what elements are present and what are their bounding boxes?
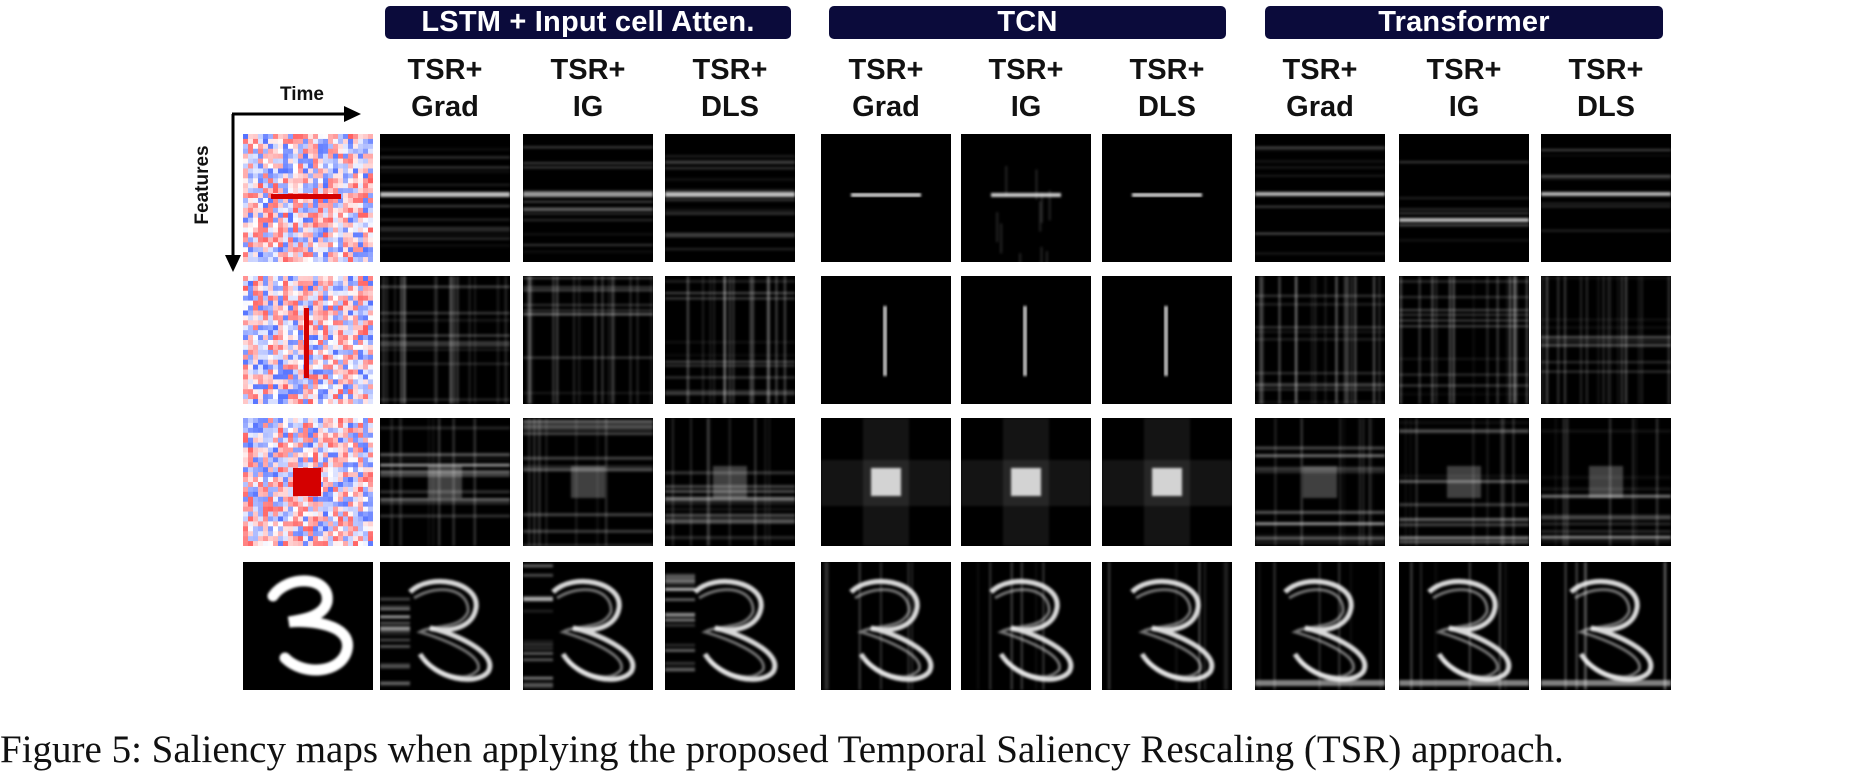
saliency-map — [821, 276, 951, 404]
method-name: IG — [1448, 91, 1480, 123]
method-label-lstm-grad: TSR+ Grad — [380, 52, 510, 126]
method-prefix: TSR+ — [988, 54, 1064, 86]
method-label-tcn-grad: TSR+ Grad — [821, 52, 951, 126]
method-name: DLS — [1577, 91, 1635, 123]
axes-arrows — [225, 106, 361, 272]
method-label-transformer-grad: TSR+ Grad — [1255, 52, 1385, 126]
saliency-map — [1399, 134, 1529, 262]
saliency-map — [961, 418, 1091, 546]
saliency-map — [665, 134, 795, 262]
figure-caption: Figure 5: Saliency maps when applying th… — [0, 728, 1564, 771]
saliency-map — [1541, 418, 1671, 546]
saliency-map — [665, 562, 795, 690]
saliency-map — [665, 418, 795, 546]
method-prefix: TSR+ — [692, 54, 768, 86]
saliency-map — [961, 134, 1091, 262]
saliency-map — [665, 276, 795, 404]
saliency-map — [523, 418, 653, 546]
saliency-map — [961, 562, 1091, 690]
saliency-map — [523, 134, 653, 262]
saliency-map — [1255, 276, 1385, 404]
saliency-map — [1255, 418, 1385, 546]
saliency-map — [1541, 134, 1671, 262]
method-prefix: TSR+ — [550, 54, 626, 86]
saliency-map — [821, 562, 951, 690]
saliency-map — [1255, 134, 1385, 262]
saliency-map — [1399, 276, 1529, 404]
saliency-map — [821, 418, 951, 546]
method-name: DLS — [1138, 91, 1196, 123]
method-prefix: TSR+ — [1568, 54, 1644, 86]
saliency-map — [1541, 562, 1671, 690]
features-arrowhead-icon — [225, 255, 241, 272]
method-name: IG — [1010, 91, 1042, 123]
group-header-lstm: LSTM + Input cell Atten. — [385, 6, 791, 39]
saliency-map — [961, 276, 1091, 404]
group-header-transformer: Transformer — [1265, 6, 1663, 39]
method-label-transformer-ig: TSR+ IG — [1399, 52, 1529, 126]
time-axis-label: Time — [280, 84, 325, 105]
saliency-map — [1102, 562, 1232, 690]
method-name: IG — [572, 91, 604, 123]
saliency-map — [1102, 276, 1232, 404]
method-name: Grad — [852, 91, 920, 123]
saliency-map — [1102, 418, 1232, 546]
time-arrowhead-icon — [344, 106, 361, 122]
saliency-map — [821, 134, 951, 262]
saliency-map — [1102, 134, 1232, 262]
method-prefix: TSR+ — [1426, 54, 1502, 86]
digit-three-icon — [267, 575, 353, 676]
saliency-map — [380, 562, 510, 690]
features-axis-label: Features — [192, 145, 213, 225]
noise-image — [243, 276, 373, 404]
method-label-transformer-dls: TSR+ DLS — [1541, 52, 1671, 126]
input-square — [243, 418, 373, 546]
method-label-tcn-dls: TSR+ DLS — [1102, 52, 1232, 126]
noise-image — [243, 134, 373, 262]
input-horizontal-line — [243, 134, 373, 262]
group-header-tcn: TCN — [829, 6, 1226, 39]
method-prefix: TSR+ — [1282, 54, 1358, 86]
method-name: Grad — [411, 91, 479, 123]
input-vertical-line — [243, 276, 373, 404]
input-digit-three — [243, 562, 373, 690]
method-prefix: TSR+ — [1129, 54, 1205, 86]
method-name: Grad — [1286, 91, 1354, 123]
method-prefix: TSR+ — [848, 54, 924, 86]
method-label-lstm-ig: TSR+ IG — [523, 52, 653, 126]
saliency-map — [1255, 562, 1385, 690]
saliency-map — [380, 276, 510, 404]
method-prefix: TSR+ — [407, 54, 483, 86]
saliency-map — [523, 276, 653, 404]
saliency-map — [1399, 418, 1529, 546]
saliency-map — [380, 418, 510, 546]
saliency-map — [1399, 562, 1529, 690]
saliency-map — [523, 562, 653, 690]
saliency-map — [380, 134, 510, 262]
method-label-tcn-ig: TSR+ IG — [961, 52, 1091, 126]
method-label-lstm-dls: TSR+ DLS — [665, 52, 795, 126]
noise-image — [243, 418, 373, 546]
method-name: DLS — [701, 91, 759, 123]
saliency-map — [1541, 276, 1671, 404]
